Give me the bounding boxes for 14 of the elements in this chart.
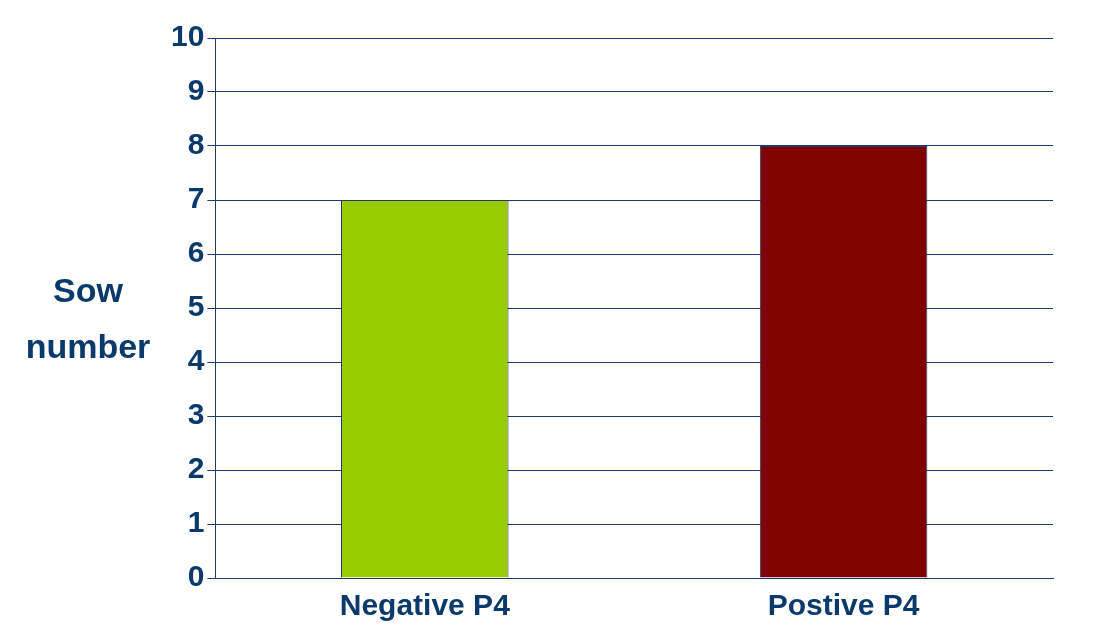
y-axis-title: Sow number [24, 270, 152, 367]
y-tick-label: 0 [187, 559, 205, 593]
x-tick-label: Negative P4 [339, 588, 511, 622]
y-tick-label: 7 [187, 181, 205, 215]
y-tick-label: 6 [187, 235, 205, 269]
y-tick-label: 5 [187, 289, 205, 323]
y-tick-label: 9 [187, 73, 205, 107]
y-tick-label: 3 [187, 397, 205, 431]
y-tick-label: 8 [187, 127, 205, 161]
y-tick-label: 1 [187, 505, 205, 539]
y-tick-label: 10 [170, 19, 205, 53]
y-tick-label: 2 [187, 451, 205, 485]
y-tick-label: 4 [187, 343, 205, 377]
x-tick-label: Postive P4 [767, 588, 920, 622]
